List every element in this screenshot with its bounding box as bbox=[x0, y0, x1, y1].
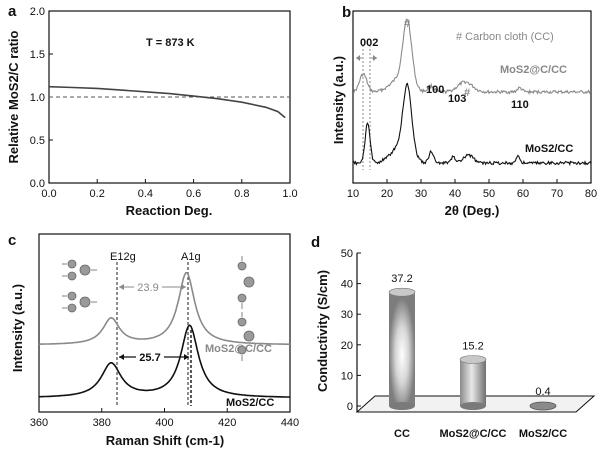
bar-top bbox=[388, 287, 416, 297]
panel-b-ticks: 10 20 30 40 50 60 70 80 bbox=[347, 179, 597, 200]
panel-c-xlabel: Raman Shift (cm-1) bbox=[106, 433, 224, 448]
panel-a-ylabel: Relative MoS2/C ratio bbox=[6, 30, 21, 163]
panel-c-a1g-label: A1g bbox=[181, 251, 201, 263]
panel-b-xtick-label: 70 bbox=[551, 188, 563, 200]
panel-b-label-mos2-cc: MoS2/CC bbox=[525, 143, 573, 155]
panel-b-xtick-label: 20 bbox=[381, 188, 393, 200]
bar-body bbox=[389, 292, 415, 406]
bar-top bbox=[459, 355, 487, 364]
panel-c: c 360 380 400 420 440 23.9 25.7 E12g A1g MoS… bbox=[8, 232, 299, 448]
panel-c-xtick-label: 440 bbox=[281, 417, 299, 429]
category-label: MoS2/CC bbox=[519, 428, 567, 440]
panel-a-ytick-label: 1.0 bbox=[30, 92, 45, 104]
bar-body bbox=[460, 359, 486, 406]
panel-d-ytick-label: 50 bbox=[341, 248, 353, 260]
panel-a-ytick-label: 2.0 bbox=[30, 6, 45, 18]
panel-a-xtick-label: 0.0 bbox=[41, 188, 56, 200]
panel-b-xtick-label: 10 bbox=[347, 188, 359, 200]
panel-b-xtick-label: 80 bbox=[585, 188, 597, 200]
panel-b-label-mos2-c-cc: MoS2@C/CC bbox=[500, 64, 567, 76]
panel-d-letter: d bbox=[311, 234, 320, 251]
panel-c-ylabel: Intensity (a.u.) bbox=[10, 284, 25, 372]
panel-c-sep-arrow-1-left bbox=[119, 284, 124, 290]
panel-c-sep-2: 25.7 bbox=[139, 352, 160, 364]
panel-a-xtick-label: 0.2 bbox=[90, 188, 105, 200]
panel-b-peak-hash-1: # bbox=[404, 18, 410, 30]
panel-c-sep-1: 23.9 bbox=[137, 282, 158, 294]
panel-c-xtick-label: 380 bbox=[93, 417, 111, 429]
a1g-vibration-icon bbox=[237, 256, 255, 361]
category-label: CC bbox=[394, 428, 410, 440]
e2g-vibration-icon bbox=[62, 259, 97, 313]
panel-b-series-mos2-c-cc bbox=[352, 18, 592, 96]
panel-a-xtick-label: 0.6 bbox=[186, 188, 201, 200]
panel-b-xtick-label: 40 bbox=[449, 188, 461, 200]
panel-a-xlabel: Reaction Deg. bbox=[126, 203, 213, 218]
panel-a-letter: a bbox=[8, 3, 17, 20]
panel-b-xtick-label: 60 bbox=[517, 188, 529, 200]
panel-c-sep-1-bg bbox=[134, 280, 162, 293]
bar-base bbox=[389, 402, 415, 410]
panel-b-xtick-label: 30 bbox=[415, 188, 427, 200]
panel-d-bars: 37.2 15.2 0.4 bbox=[388, 273, 557, 411]
panel-c-series-mos2-c-cc bbox=[39, 272, 290, 345]
panel-b-peak-110: 110 bbox=[511, 99, 529, 111]
panel-b: b 10 20 30 40 50 60 70 80 002 # 100 103 # 110 #… bbox=[331, 4, 597, 218]
panel-c-sep-arrow-1-right bbox=[181, 284, 186, 290]
panel-c-label-mos2-cc: MoS2/CC bbox=[226, 397, 274, 409]
panel-a-ytick-label: 0.5 bbox=[30, 135, 45, 147]
panel-c-xtick-label: 360 bbox=[30, 417, 48, 429]
bar-value-label: 0.4 bbox=[535, 386, 550, 398]
panel-a-xtick-label: 0.4 bbox=[138, 188, 153, 200]
panel-c-sep-arrow-2-left bbox=[119, 354, 124, 360]
panel-c-sep-2-bg bbox=[136, 350, 164, 363]
panel-c-e2g-label: E12g bbox=[110, 251, 136, 263]
panel-d-ytick-label: 30 bbox=[341, 309, 353, 321]
panel-b-peak-002: 002 bbox=[360, 37, 378, 49]
panel-d-ytick-label: 10 bbox=[341, 370, 353, 382]
panel-b-peak-hash-2: # bbox=[464, 87, 470, 99]
panel-b-xtick-label: 50 bbox=[483, 188, 495, 200]
panel-a-ytick-label: 0.0 bbox=[30, 178, 45, 190]
panel-d-ytick-label: 40 bbox=[341, 279, 353, 291]
panel-b-xlabel: 2θ (Deg.) bbox=[445, 203, 500, 218]
bar-base bbox=[460, 402, 486, 410]
panel-b-arrow-left bbox=[356, 55, 360, 61]
panel-b-letter: b bbox=[342, 4, 351, 21]
panel-b-frame bbox=[352, 10, 592, 184]
bar-value-label: 15.2 bbox=[462, 340, 483, 352]
bar-mos2-cc: 0.4 bbox=[529, 386, 557, 411]
category-label: MoS2@C/CC bbox=[440, 428, 507, 440]
bar-value-label: 37.2 bbox=[391, 273, 412, 285]
panel-a-xtick-label: 1.0 bbox=[282, 188, 297, 200]
bar-cc: 37.2 bbox=[388, 273, 416, 410]
panel-a-xtick-label: 0.8 bbox=[234, 188, 249, 200]
panel-b-legend: # Carbon cloth (CC) bbox=[456, 31, 554, 43]
panel-b-series-mos2-cc bbox=[352, 82, 592, 167]
bar-disc bbox=[529, 401, 557, 411]
panel-d-categories: CC MoS2@C/CC MoS2/CC bbox=[394, 428, 567, 440]
panel-a-series-line bbox=[48, 85, 286, 119]
panel-a: a 0.0 0.2 0.4 0.6 0.8 1.0 0.0 0.5 1.0 1.5 2.0 T = … bbox=[6, 3, 298, 218]
panel-b-arrow-right bbox=[373, 55, 377, 61]
panel-a-temperature: T = 873 K bbox=[146, 37, 195, 49]
panel-c-ticks: 360 380 400 420 440 bbox=[30, 408, 299, 429]
panel-d: d 0 10 20 30 40 50 37.2 15.2 0.4 CC MoS2@C/CC MoS… bbox=[311, 234, 596, 440]
panel-b-ylabel: Intensity (a.u.) bbox=[331, 56, 346, 144]
panel-c-series-mos2-cc bbox=[39, 324, 290, 398]
panel-c-xtick-label: 420 bbox=[218, 417, 236, 429]
panel-b-peak-103: 103 bbox=[448, 93, 466, 105]
panel-d-ytick-label: 0 bbox=[347, 401, 353, 413]
panel-a-ticks: 0.0 0.2 0.4 0.6 0.8 1.0 0.0 0.5 1.0 1.5 2.0 bbox=[30, 6, 298, 200]
bar-mos2-c-cc: 15.2 bbox=[459, 340, 487, 410]
panel-d-ytick-label: 20 bbox=[341, 340, 353, 352]
panel-b-peak-100: 100 bbox=[426, 84, 444, 96]
panel-c-xtick-label: 400 bbox=[155, 417, 173, 429]
panel-c-sep-arrow-2-right bbox=[184, 354, 189, 360]
panel-d-ticks: 0 10 20 30 40 50 bbox=[341, 248, 361, 413]
panel-c-letter: c bbox=[8, 232, 16, 249]
panel-d-ylabel: Conductivity (S/cm) bbox=[315, 270, 330, 392]
panel-a-ytick-label: 1.5 bbox=[30, 49, 45, 61]
